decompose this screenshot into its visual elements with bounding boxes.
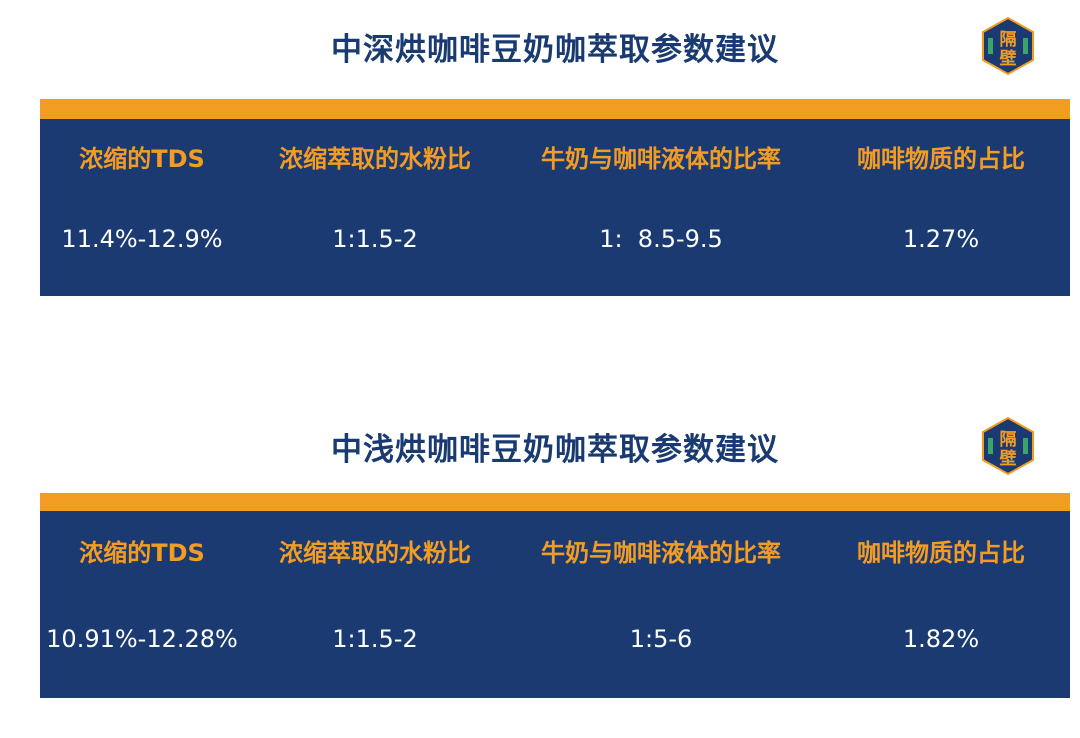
header-tds: 浓缩的TDS [79,539,205,567]
accent-bar [40,493,1070,511]
header-coffee-solids: 咖啡物质的占比 [857,145,1025,173]
svg-text:隔: 隔 [1000,30,1017,50]
value-tds: 11.4%-12.9% [61,225,223,253]
params-table: 浓缩的TDS 浓缩萃取的水粉比 牛奶与咖啡液体的比率 咖啡物质的占比 11.4%… [40,119,1070,296]
section-title: 中浅烘咖啡豆奶咖萃取参数建议 [331,432,779,468]
accent-bar [40,99,1070,119]
header-brew-ratio: 浓缩萃取的水粉比 [279,539,471,567]
header-coffee-solids: 咖啡物质的占比 [857,539,1025,567]
svg-text:壁: 壁 [1000,48,1017,69]
section-title: 中深烘咖啡豆奶咖萃取参数建议 [331,32,779,68]
value-brew-ratio: 1:1.5-2 [332,625,418,653]
svg-text:隔: 隔 [1000,430,1017,450]
value-coffee-solids: 1.82% [902,625,980,653]
logo-icon: 隔 壁 [982,16,1034,76]
svg-text:壁: 壁 [1000,448,1017,469]
value-tds: 10.91%-12.28% [46,625,238,653]
value-coffee-solids: 1.27% [902,225,980,253]
value-milk-ratio: 1: 8.5-9.5 [599,225,723,253]
header-milk-ratio: 牛奶与咖啡液体的比率 [541,145,781,173]
value-milk-ratio: 1:5-6 [629,625,693,653]
params-table: 浓缩的TDS 浓缩萃取的水粉比 牛奶与咖啡液体的比率 咖啡物质的占比 10.91… [40,511,1070,698]
header-tds: 浓缩的TDS [79,145,205,173]
header-brew-ratio: 浓缩萃取的水粉比 [279,145,471,173]
header-milk-ratio: 牛奶与咖啡液体的比率 [541,539,781,567]
logo-icon: 隔 壁 [982,416,1034,476]
value-brew-ratio: 1:1.5-2 [332,225,418,253]
